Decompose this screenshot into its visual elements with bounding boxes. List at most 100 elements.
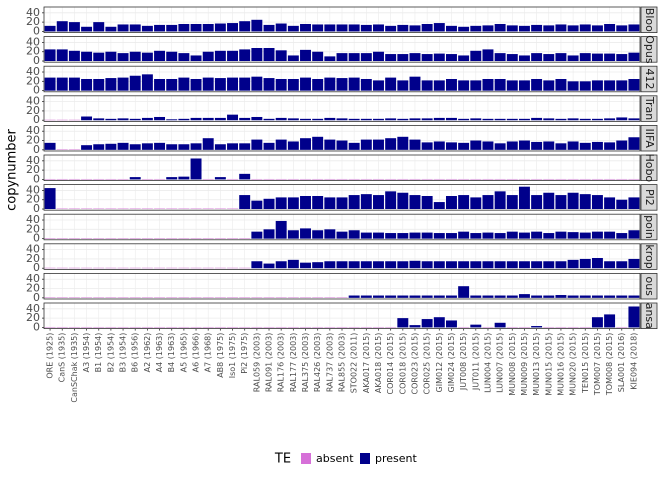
bar — [178, 77, 190, 91]
bar — [129, 144, 141, 150]
bar — [433, 117, 445, 121]
bar — [239, 173, 251, 180]
bar — [531, 141, 543, 150]
bar — [154, 24, 166, 32]
bar — [421, 142, 433, 150]
bar — [385, 138, 397, 150]
x-tick-label: TOM007 (2015) — [593, 333, 602, 397]
bar — [433, 53, 445, 62]
bar — [555, 79, 567, 91]
bar — [202, 51, 214, 62]
bar — [44, 142, 56, 150]
bar — [506, 261, 518, 269]
bar — [579, 24, 591, 32]
bar — [616, 261, 628, 269]
bar — [360, 79, 372, 91]
bar — [604, 53, 616, 62]
bar — [129, 177, 141, 180]
bar — [543, 295, 555, 298]
strip-label: ous — [643, 276, 656, 296]
bar — [458, 286, 470, 298]
bar — [93, 52, 105, 62]
bar — [433, 80, 445, 91]
legend-label: present — [375, 452, 418, 465]
bar — [518, 261, 530, 269]
x-tick-label: COR018 (2015) — [398, 333, 407, 395]
bar — [275, 261, 287, 269]
bar — [555, 24, 567, 32]
x-tick-label: LUN007 (2015) — [496, 333, 505, 393]
y-tick-label: 40 — [26, 302, 40, 315]
bar — [579, 81, 591, 91]
bar — [312, 230, 324, 239]
bar — [251, 48, 263, 62]
bar — [591, 118, 603, 121]
x-tick-label: COR014 (2015) — [386, 333, 395, 395]
strip-clip: Tran — [643, 96, 656, 120]
bar — [543, 192, 555, 210]
bar — [470, 140, 482, 150]
bar — [275, 197, 287, 210]
bar — [555, 143, 567, 150]
bar — [190, 143, 202, 150]
bar — [470, 233, 482, 239]
bar — [494, 233, 506, 239]
bar — [360, 194, 372, 210]
bar — [275, 79, 287, 91]
x-tick-label: RAL177 (2003) — [289, 333, 298, 393]
strip — [640, 184, 658, 211]
bar — [287, 141, 299, 150]
bar — [190, 55, 202, 62]
x-tick-label: A4 (1963) — [155, 333, 164, 373]
y-tick-label: 40 — [26, 95, 40, 108]
bar — [409, 139, 421, 150]
bar — [445, 233, 457, 239]
bar — [300, 196, 311, 210]
bar — [518, 55, 530, 62]
x-tick-label: A7 (1968) — [204, 333, 213, 373]
bar — [579, 118, 591, 121]
bar — [409, 232, 421, 239]
strip-label: Opus — [643, 35, 656, 64]
bar — [555, 53, 567, 62]
bar — [591, 141, 603, 150]
bar — [579, 53, 591, 62]
bar — [360, 118, 372, 121]
bar — [458, 195, 470, 210]
bar — [81, 79, 93, 91]
bar — [300, 23, 311, 32]
x-tick-label: Pi2 (1975) — [240, 333, 249, 374]
y-tick-label: 0 — [33, 232, 40, 245]
bar — [336, 261, 348, 269]
bar — [506, 54, 518, 62]
x-tick-label: B1 (1954) — [94, 333, 103, 373]
bar — [178, 144, 190, 150]
bar — [81, 51, 93, 62]
bar — [531, 24, 543, 32]
bar — [482, 49, 494, 62]
bar — [579, 142, 591, 150]
bar — [628, 230, 640, 239]
y-tick-label: 20 — [26, 311, 40, 324]
bar — [154, 79, 166, 91]
bar — [324, 261, 336, 269]
bar — [591, 25, 603, 32]
bar — [324, 139, 336, 150]
bar — [531, 117, 543, 121]
x-tick-label: B2 (1954) — [106, 333, 115, 373]
x-tick-label: MUN008 (2015) — [508, 333, 517, 396]
bar — [409, 195, 421, 210]
bar — [579, 232, 591, 239]
bar — [421, 319, 433, 328]
bar — [360, 232, 372, 239]
bar — [202, 77, 214, 91]
bar — [482, 25, 494, 32]
bar — [93, 118, 105, 121]
bar — [141, 25, 153, 32]
bar — [494, 118, 506, 121]
bar — [445, 320, 457, 328]
bar — [555, 118, 567, 121]
bar — [312, 136, 324, 150]
bar — [324, 117, 336, 121]
